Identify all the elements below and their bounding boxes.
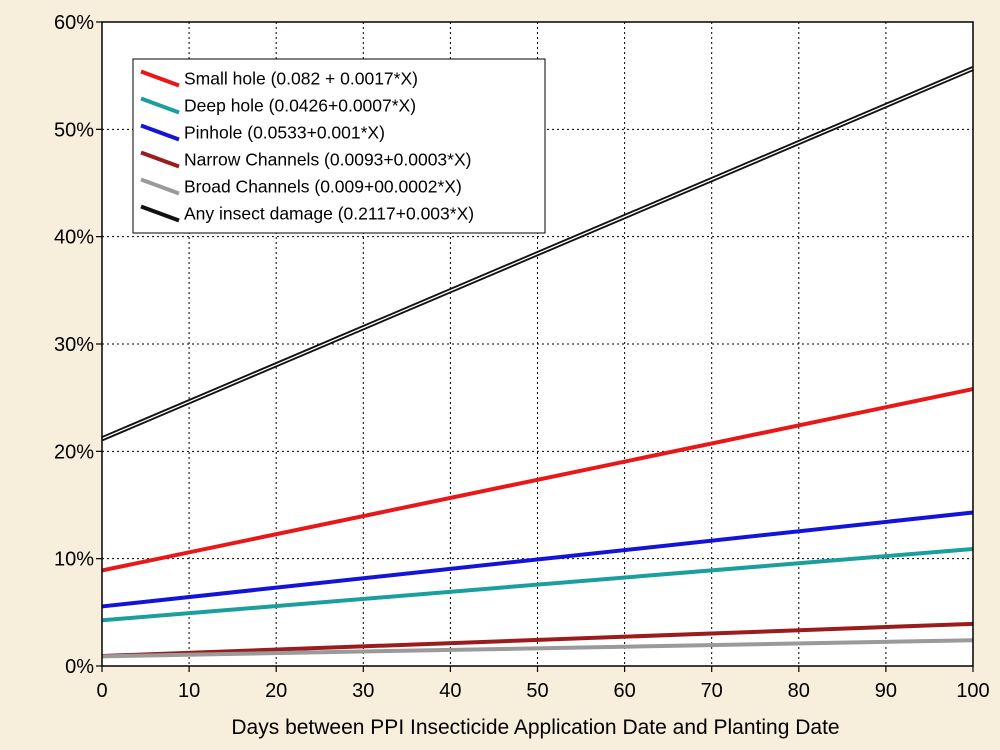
legend-swatch-1 — [140, 96, 180, 115]
x-tick-label: 60 — [613, 680, 635, 702]
x-tick-label: 50 — [526, 680, 548, 702]
y-tick-label: 30% — [54, 334, 94, 356]
legend-label-3: Narrow Channels (0.0093+0.0003*X) — [184, 150, 471, 170]
legend-box — [132, 58, 546, 234]
y-tick-label: 20% — [54, 441, 94, 463]
y-tick-label: 60% — [54, 12, 94, 34]
legend-label-2: Pinhole (0.0533+0.001*X) — [184, 123, 385, 143]
legend-swatch-0 — [140, 69, 180, 88]
x-tick-label: 0 — [96, 680, 107, 702]
legend-label-4: Broad Channels (0.009+00.0002*X) — [184, 177, 462, 197]
legend-label-1: Deep hole (0.0426+0.0007*X) — [184, 96, 416, 116]
y-tick-label: 40% — [54, 227, 94, 249]
x-tick-label: 10 — [178, 680, 200, 702]
legend-swatch-2 — [140, 123, 180, 142]
legend-swatch-3 — [140, 150, 180, 169]
x-tick-label: 70 — [701, 680, 723, 702]
legend-swatch-4 — [140, 177, 180, 196]
series-line-4 — [101, 638, 974, 659]
x-tick-label: 30 — [352, 680, 374, 702]
y-tick-label: 50% — [54, 119, 94, 141]
x-tick-label: 90 — [875, 680, 897, 702]
x-tick-label: 40 — [439, 680, 461, 702]
series-line-1 — [101, 547, 974, 623]
x-axis-title: Days between PPI Insecticide Application… — [231, 716, 839, 739]
series-line-2 — [101, 510, 974, 609]
y-tick-label: 10% — [54, 549, 94, 571]
x-tick-label: 20 — [265, 680, 287, 702]
series-line-0 — [101, 387, 974, 573]
legend-label-5: Any insect damage (0.2117+0.003*X) — [184, 204, 474, 224]
series-line-highlight-5 — [101, 67, 974, 440]
legend-label-0: Small hole (0.082 + 0.0017*X) — [184, 69, 418, 89]
x-tick-label: 100 — [956, 680, 989, 702]
x-tick-label: 80 — [788, 680, 810, 702]
y-tick-label: 0% — [65, 656, 94, 678]
series-line-3 — [101, 621, 974, 659]
legend-swatch-5 — [140, 204, 180, 223]
